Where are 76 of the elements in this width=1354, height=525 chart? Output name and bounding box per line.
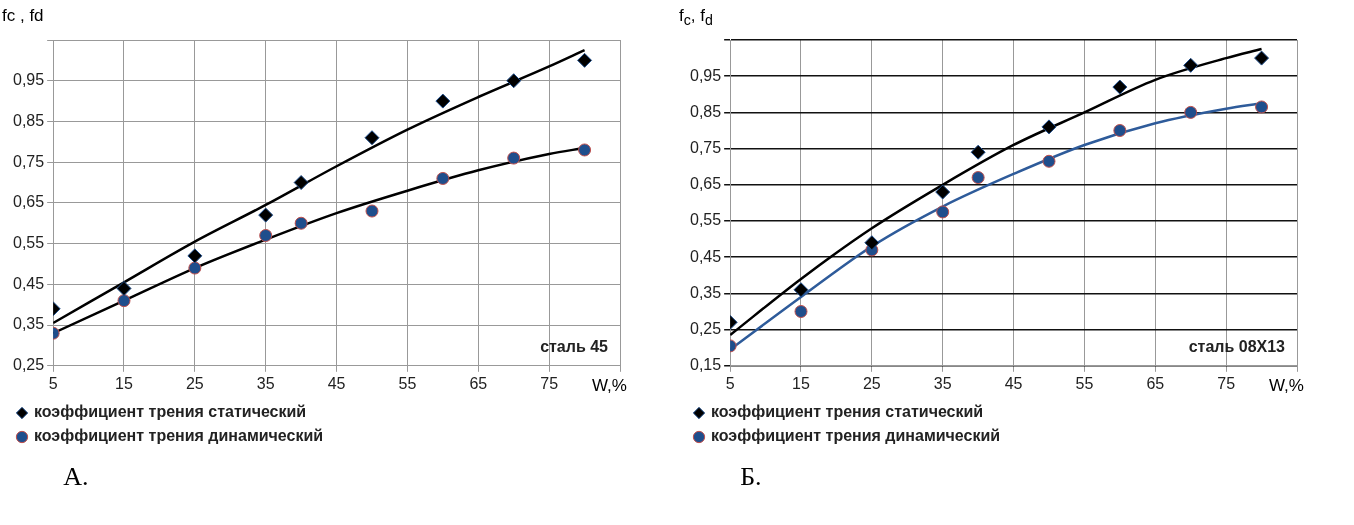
y-tick-label: 0,35 [13, 315, 45, 333]
y-tick-label: 0,85 [13, 111, 45, 129]
x-tick-label: 5 [725, 374, 735, 392]
point [1184, 105, 1198, 119]
point [293, 175, 309, 191]
y-tick-label: 0,95 [13, 71, 45, 89]
y-tick-label: 0,25 [13, 356, 45, 374]
y-tick-label: 0,45 [690, 247, 722, 265]
x-tick-label: 25 [185, 374, 204, 392]
y-axis-title: fc , fd [2, 6, 44, 26]
point [259, 228, 273, 242]
y-tick-label: 0,65 [690, 175, 722, 193]
legend-label: коэффициент трения динамический [711, 427, 1001, 445]
point [116, 280, 132, 296]
x-tick-label: 65 [469, 374, 488, 392]
x-tick-label: 45 [327, 374, 346, 392]
x-tick-label: 45 [1004, 374, 1023, 392]
point [1255, 100, 1269, 114]
x-tick-label: 15 [792, 374, 810, 392]
point [294, 216, 308, 230]
point [435, 93, 451, 109]
x-tick-label: 35 [256, 374, 275, 392]
point [1183, 57, 1199, 73]
annotation: сталь 45 [540, 338, 609, 356]
point [864, 235, 880, 251]
legend-label: коэффициент трения динамический [34, 427, 324, 445]
y-axis-title: f$_{c}$, f$_{d}$ [679, 6, 713, 29]
point [258, 207, 274, 223]
y-tick-label: 0,45 [13, 274, 45, 292]
x-tick-label: 25 [862, 374, 881, 392]
y-tick-label: 0,85 [690, 102, 722, 120]
y-tick-label: 0,65 [13, 193, 45, 211]
point [1041, 119, 1057, 135]
point [507, 151, 521, 165]
point [1112, 79, 1128, 95]
point [364, 130, 380, 146]
y-tick-label: 0,75 [13, 152, 45, 170]
y-tick-label: 0,25 [690, 320, 722, 338]
point [794, 305, 808, 318]
y-tick-label: 0,15 [690, 356, 722, 374]
x-tick-label: 75 [1217, 374, 1236, 392]
point [577, 52, 593, 68]
point [970, 144, 986, 160]
point [365, 204, 379, 218]
point [1042, 154, 1056, 168]
x-tick-label: 55 [1075, 374, 1094, 392]
point [1254, 50, 1270, 66]
y-tick-label: 0,95 [690, 66, 722, 84]
point [187, 248, 203, 264]
point [935, 184, 951, 200]
x-tick-label: 65 [1146, 374, 1165, 392]
y-tick-label: 0,55 [13, 234, 45, 252]
y-tick-label: 0,35 [690, 283, 722, 301]
point [793, 282, 809, 298]
text: Б. [740, 462, 762, 492]
text: А. [63, 462, 89, 492]
legend-label: коэффициент трения статический [34, 403, 307, 421]
y-tick-label: 0,75 [690, 139, 722, 157]
point [578, 143, 592, 157]
x-tick-label: 15 [115, 374, 133, 392]
x-tick-label: 35 [933, 374, 952, 392]
point [506, 73, 522, 89]
point [971, 171, 985, 185]
legend-label: коэффициент трения статический [711, 403, 984, 421]
x-axis-title: W,% [1269, 375, 1304, 396]
y-tick-label: 0,55 [690, 211, 722, 229]
x-tick-label: 75 [540, 374, 559, 392]
annotation: сталь 08Х13 [1188, 338, 1286, 356]
point [188, 261, 202, 275]
point [117, 294, 131, 308]
x-axis-title: W,% [592, 375, 627, 396]
x-tick-label: 55 [398, 374, 417, 392]
point [436, 171, 450, 185]
x-tick-label: 5 [48, 374, 58, 392]
point [1113, 124, 1127, 137]
point [936, 205, 950, 219]
